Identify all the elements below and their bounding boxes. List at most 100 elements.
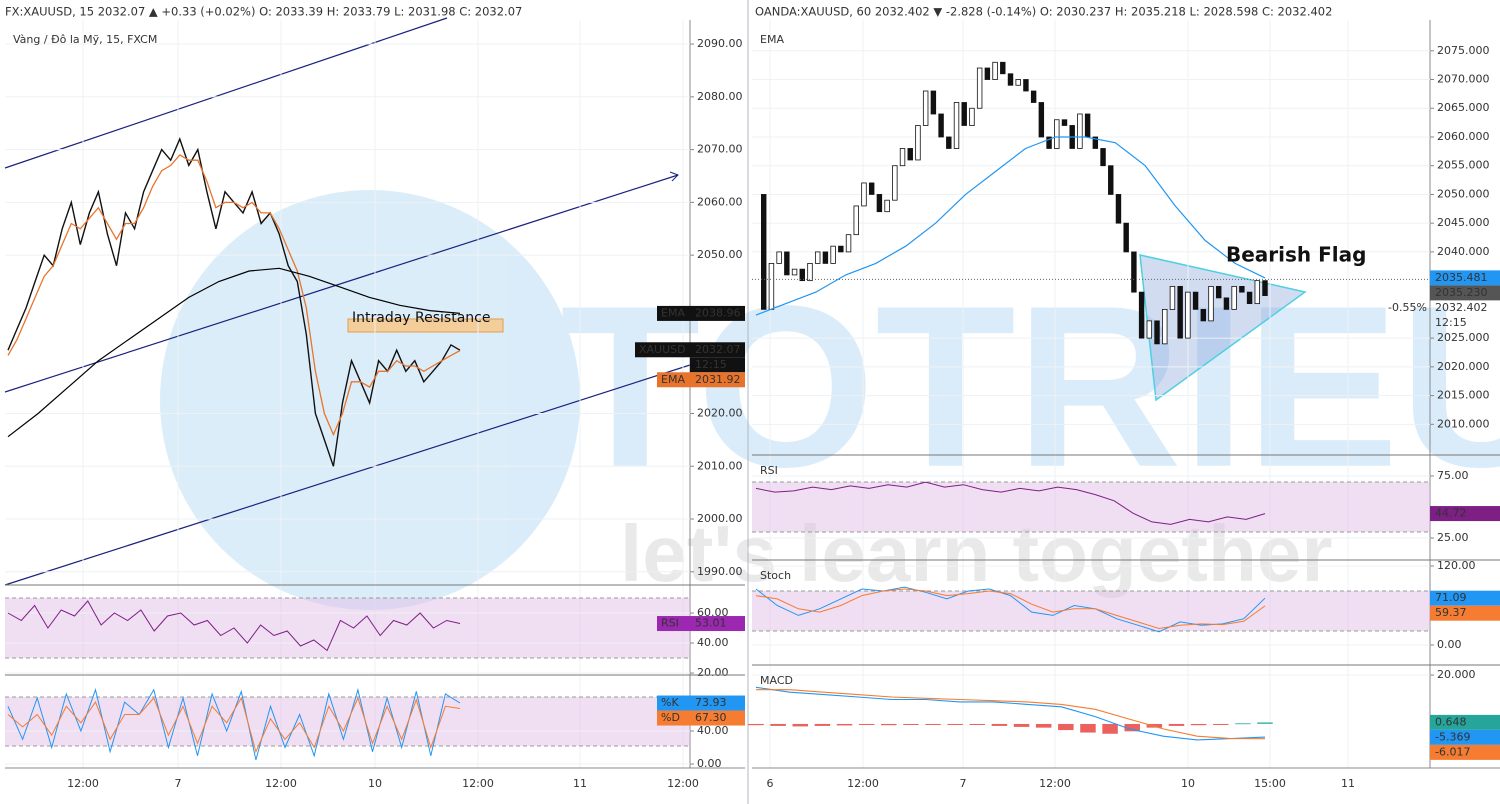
price-tag-value: 73.93 [695,696,727,709]
price-tick-label: 2075.000 [1437,44,1490,57]
candle [868,182,875,195]
histogram-bar [947,723,963,725]
indicator-band [752,591,1430,631]
price-tick-label: 2065.000 [1437,101,1490,114]
indicator-line [755,481,1266,525]
price-tag-title: %D [661,711,680,724]
resistance-zone [347,318,504,333]
candle [822,251,829,264]
price-tick-label: 1990.00 [697,565,743,578]
candle [1216,285,1222,299]
price-tag-value: 2038.96 [695,306,741,319]
price-tick-label: 75.00 [1437,469,1469,482]
price-tick-label: 2040.000 [1437,245,1490,258]
candle [884,199,890,213]
histogram-bar [1168,723,1185,726]
candle [1185,291,1191,339]
candle [1162,308,1168,345]
price-tag-title: XAUUSD [639,343,686,356]
indicator-band [5,598,690,658]
candle [938,113,944,138]
price-tick-label: 120.00 [1437,559,1476,572]
indicator-band [752,482,1430,532]
price-tick-label: 2055.000 [1437,159,1490,172]
histogram-bar [836,723,853,726]
candle [1030,90,1037,103]
price-tag-value: 2031.92 [695,373,741,386]
annotation: Bearish Flag [1226,243,1366,267]
histogram-bar [1080,723,1096,733]
histogram-bar [903,723,919,725]
time-label: 12:00 [667,777,699,790]
histogram-bar [792,723,809,727]
candle [946,136,952,149]
pane-title: EMA [760,33,784,46]
candle [838,245,844,253]
price-tick-label: 25.00 [1437,531,1469,544]
price-tag-value: 71.09 [1435,591,1467,604]
price-tick-label: 2045.000 [1437,216,1490,229]
price-tag-value: 12:15 [1435,316,1467,329]
price-tag [635,342,745,358]
price-tag-title: -0.55% [1388,301,1427,314]
price-tag-value: 2035.481 [1435,271,1488,284]
histogram-bar [969,723,986,725]
price-tick-label: 2070.000 [1437,73,1490,86]
candle [791,268,798,276]
time-label: 11 [1341,777,1355,790]
candle [1023,79,1029,92]
price-tick-label: 0.00 [697,757,722,770]
candle [1115,194,1122,224]
candle [1038,102,1045,138]
price-tick-label: 2080.00 [697,90,743,103]
price-tag-value: 53.01 [695,617,727,630]
candle [861,182,867,207]
candle [984,67,991,80]
histogram-bar [881,723,897,726]
price-tick-label: 2020.000 [1437,360,1490,373]
candle [1046,136,1052,149]
indicator-line [756,689,1266,740]
price-tag [1430,506,1500,522]
candle [1177,285,1183,339]
candle [1200,308,1207,322]
histogram-bar [1257,722,1273,724]
price-tick-label: 2050.00 [697,248,743,261]
candle [830,245,836,264]
candle [899,148,906,167]
candle [1262,280,1268,296]
price-tag [657,372,745,388]
candle [1192,291,1199,310]
candle [1231,285,1237,310]
candle [915,125,921,161]
candle [776,251,782,264]
price-tag [1430,714,1500,730]
candle [1223,297,1230,310]
price-tag-title: %K [661,696,679,709]
histogram-bar [1102,723,1118,734]
indicator-line [7,267,461,438]
time-label: 11 [573,777,587,790]
candle [1138,291,1145,339]
histogram-bar [1235,723,1251,725]
candle [1131,251,1137,293]
price-tag [1430,285,1500,301]
candle [784,251,790,276]
pane-title: Vàng / Đô la Mỹ, 15, FXCM [13,33,157,46]
price-tick-label: 2010.00 [697,459,743,472]
candle [1208,285,1214,322]
price-tag-value: -5.369 [1435,730,1470,743]
pane-title: RSI [760,464,778,477]
histogram-bar [748,723,764,726]
candle [807,263,813,282]
candle [1077,113,1083,149]
candle [853,205,859,236]
channel-line [4,174,679,393]
price-tick-label: 2070.00 [697,143,743,156]
candle [1084,113,1091,138]
price-tag-value: -6.017 [1435,745,1470,758]
price-tick-label: 2060.00 [697,195,743,208]
histogram-bar [1212,723,1229,725]
price-tag-value: 0.648 [1435,715,1467,728]
